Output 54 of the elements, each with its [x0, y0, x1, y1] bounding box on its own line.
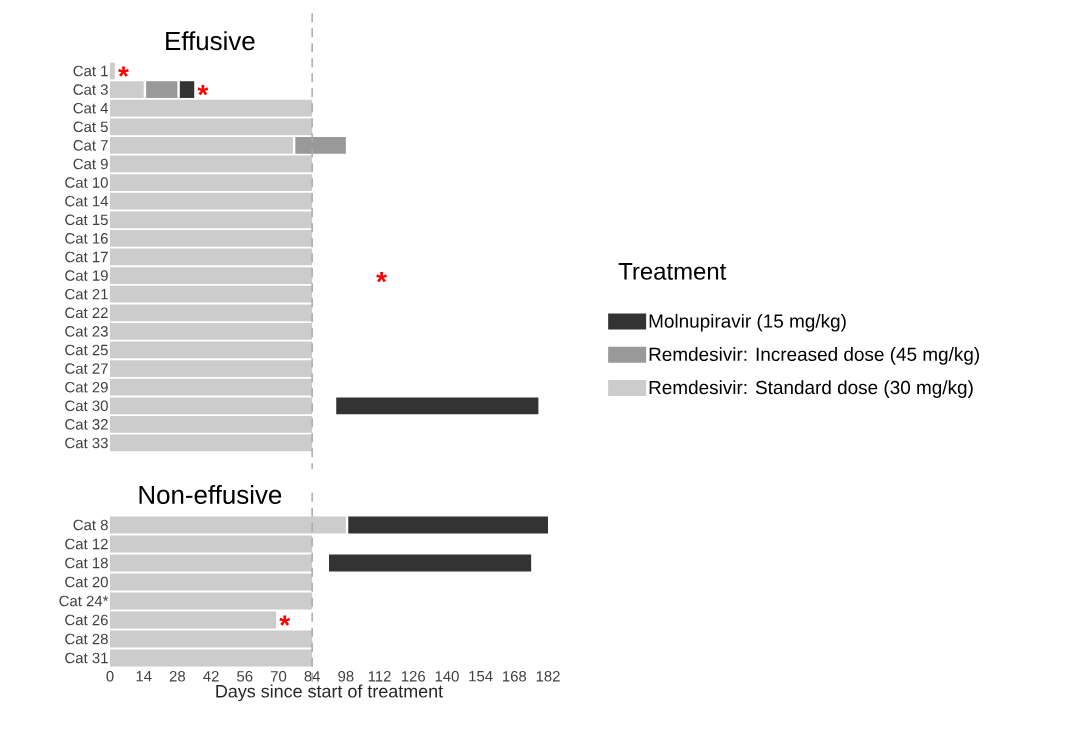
x-tick-label: 84	[304, 671, 321, 682]
annotation: *	[376, 271, 387, 283]
x-tick-label: 0	[106, 671, 114, 682]
y-tick-label: Cat 17	[65, 251, 108, 263]
y-tick-label: Cat 4	[73, 102, 109, 114]
x-tick-label: 154	[469, 671, 493, 682]
x-tick-label: 168	[502, 671, 527, 682]
y-tick-label: Cat 28	[65, 633, 108, 645]
chart-title: Effusive	[166, 31, 255, 51]
y-tick-label: Cat 20	[65, 576, 108, 588]
legend-title: Treatment	[618, 263, 727, 280]
y-tick-label: Cat 33	[65, 437, 108, 449]
legend-label: Remdesivir: Increased dose (45 mg/kg)	[649, 347, 979, 365]
y-tick-label: Cat 5	[73, 121, 108, 133]
y-tick-label: Cat 32	[65, 419, 108, 430]
annotation: *	[118, 66, 129, 77]
x-tick-label: 140	[435, 671, 459, 682]
y-tick-label: Cat 23	[65, 326, 108, 337]
x-tick-label: 70	[270, 671, 287, 682]
y-tick-label: Cat 22	[65, 307, 108, 319]
x-tick-label: 56	[237, 671, 253, 682]
y-tick-label: Cat 15	[65, 214, 108, 226]
annotation: *	[197, 84, 209, 96]
y-tick-label: Cat 3	[73, 84, 108, 95]
y-tick-label: Cat 12	[65, 538, 108, 550]
y-tick-label: Cat 7	[73, 140, 108, 151]
y-tick-label: Cat 1	[73, 65, 108, 77]
y-tick-label: Cat 29	[65, 381, 108, 393]
annotation: *	[279, 615, 291, 626]
y-tick-label: Cat 9	[73, 158, 108, 170]
legend-label: Molnupiravir (15 mg/kg)	[649, 313, 846, 332]
y-tick-label: Cat 25	[65, 344, 108, 356]
y-tick-label: Cat 31	[65, 652, 108, 664]
legend-label: Remdesivir: Standard dose (30 mg/kg)	[649, 380, 973, 398]
x-tick-label: 42	[203, 671, 219, 682]
y-tick-label: Cat 8	[73, 519, 108, 531]
x-tick-label: 112	[368, 671, 391, 682]
x-tick-label: 98	[338, 671, 354, 682]
y-tick-label: Cat 14	[65, 195, 109, 207]
x-axis-title: Days since start of treatment	[216, 684, 443, 702]
chart-title: Non-effusive	[139, 484, 282, 504]
y-tick-label: Cat 16	[65, 233, 108, 244]
x-tick-label: 126	[401, 671, 426, 682]
y-tick-label: Cat 18	[65, 557, 108, 569]
y-tick-label: Cat 30	[65, 400, 108, 412]
x-tick-label: 182	[536, 671, 560, 682]
y-tick-label: Cat 19	[65, 270, 108, 281]
y-tick-label: Cat 10	[65, 177, 108, 188]
x-tick-label: 14	[136, 671, 152, 682]
y-tick-label: Cat 24*	[59, 595, 109, 607]
y-tick-label: Cat 21	[65, 288, 108, 300]
x-tick-label: 28	[169, 671, 186, 682]
y-tick-label: Cat 26	[65, 614, 108, 626]
y-tick-label: Cat 27	[65, 363, 108, 374]
